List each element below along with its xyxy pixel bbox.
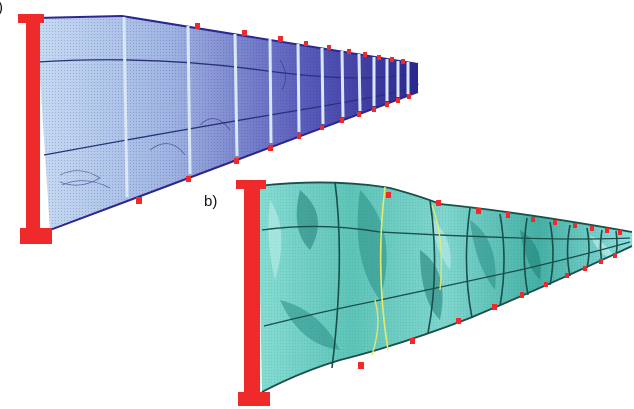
panel-a-contours xyxy=(59,59,286,189)
panel-b-stiffeners xyxy=(331,181,618,369)
panel-b-longitudinal-line-lower xyxy=(263,241,631,327)
panel-b-web-mesh xyxy=(258,182,632,392)
panel-a-label: ) xyxy=(0,0,3,16)
panel-b-highlights xyxy=(268,200,615,280)
panel-a-top-flange xyxy=(35,14,419,65)
panel-b: b) xyxy=(204,180,633,406)
panel-a-support-cap xyxy=(18,14,44,23)
panel-b-stress-regions xyxy=(280,190,541,350)
panel-a-constraints xyxy=(136,23,411,204)
panel-b-constraints xyxy=(358,192,622,369)
panel-b-support-column xyxy=(244,186,260,400)
panel-a-longitudinal-line-lower xyxy=(43,83,419,156)
panel-b-support-base xyxy=(238,392,270,406)
panel-b-yellow-stress-lines xyxy=(371,204,443,356)
panel-b-label: b) xyxy=(204,193,217,210)
panel-b-longitudinal-line-upper xyxy=(261,225,631,240)
panel-a: ) xyxy=(0,0,419,244)
panel-a-support-column xyxy=(26,20,40,240)
panel-a-stiffeners xyxy=(122,16,410,198)
panel-a-support-base xyxy=(20,228,52,244)
panel-b-top-flange xyxy=(257,181,633,233)
panel-a-longitudinal-line-upper xyxy=(37,59,419,79)
panel-b-support-cap xyxy=(236,180,266,189)
